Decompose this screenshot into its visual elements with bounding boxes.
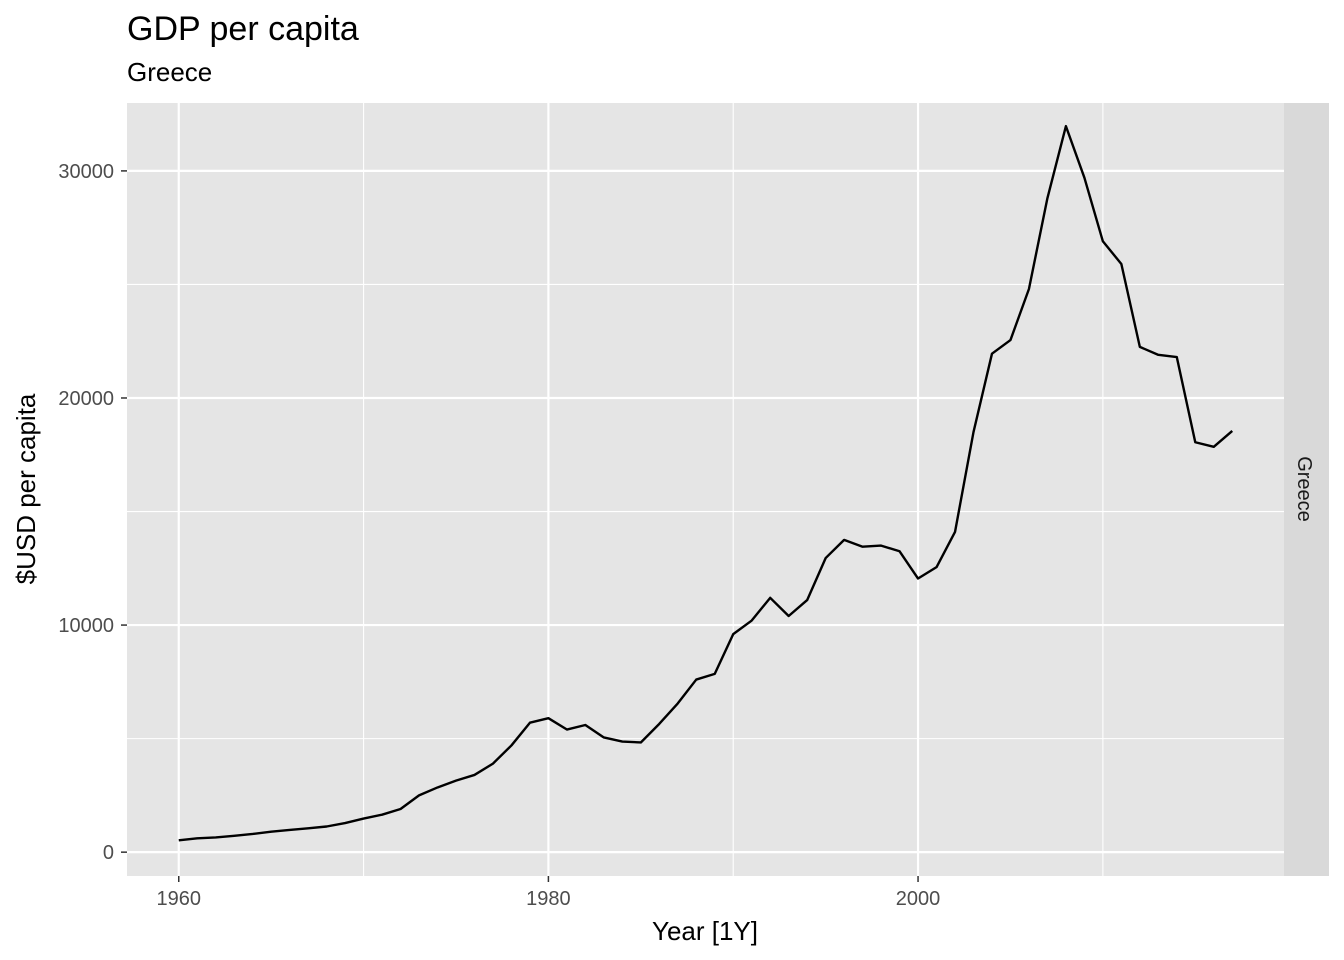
y-tick-label: 10000 (58, 615, 114, 637)
series-line-greece (178, 124, 1234, 842)
x-axis-title: Year [1Y] (652, 916, 758, 946)
facet-strip (1284, 103, 1329, 876)
y-tick-label: 30000 (58, 161, 114, 183)
chart-subtitle: Greece (127, 57, 212, 87)
minor-gridlines (127, 103, 1284, 876)
x-tick-label: 1980 (526, 888, 571, 910)
x-axis: 1960 1980 2000 (157, 876, 941, 910)
x-tick-label: 1960 (157, 888, 202, 910)
plot-panel (127, 103, 1284, 876)
major-gridlines (127, 103, 1284, 876)
facet-strip-label: Greece (1293, 456, 1315, 522)
x-tick-label: 2000 (896, 888, 941, 910)
y-axis: 0 10000 20000 30000 (58, 161, 127, 864)
chart-title: GDP per capita (127, 10, 359, 48)
y-tick-label: 20000 (58, 388, 114, 410)
y-tick-label: 0 (103, 842, 114, 864)
y-axis-title: $USD per capita (11, 393, 41, 584)
